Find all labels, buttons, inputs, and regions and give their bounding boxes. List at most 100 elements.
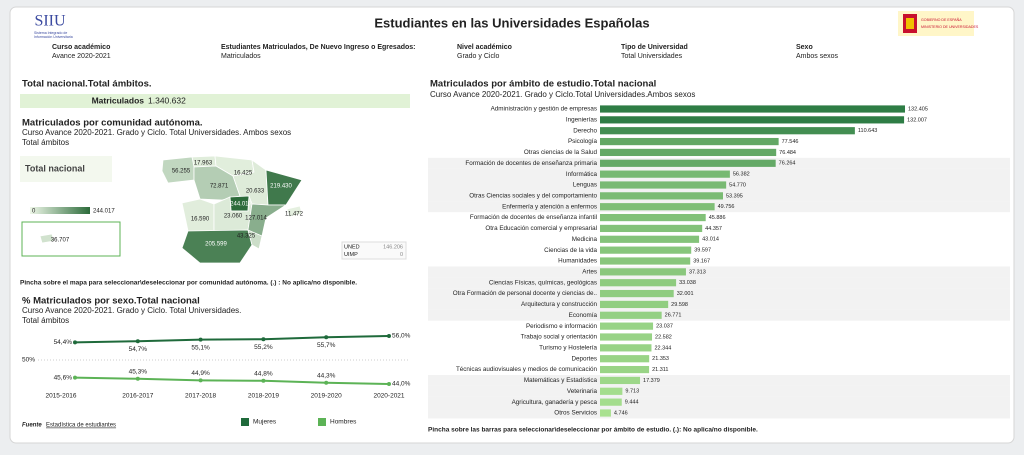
category-label: Turismo y Hostelería (539, 345, 597, 352)
bar[interactable] (600, 398, 622, 406)
bar[interactable] (600, 355, 650, 363)
bar[interactable] (600, 322, 654, 330)
filter-value[interactable]: Avance 2020-2021 (52, 53, 111, 60)
section-subtitle: Curso Avance 2020-2021. Grado y Ciclo. T… (22, 128, 291, 137)
bar[interactable] (600, 376, 641, 385)
value-label: 33.038 (679, 280, 696, 286)
point[interactable] (135, 339, 140, 344)
row-band (428, 385, 1010, 397)
x-tick-label: 2016-2017 (122, 393, 153, 400)
source-link[interactable]: Estadística de estudiantes (46, 423, 116, 429)
region-label: 219.430 (270, 184, 292, 190)
category-label: Economía (569, 312, 598, 319)
ministry-line: MINISTERIO DE UNIVERSIDADES (921, 25, 979, 29)
category-label: Formación de docentes de enseñanza prima… (465, 160, 597, 167)
filter-value[interactable]: Total Universidades (621, 53, 683, 60)
x-tick-label: 2018-2019 (248, 393, 279, 400)
bar[interactable] (600, 387, 623, 395)
category-label: Enfermería y atención a enfermos (502, 203, 597, 210)
category-label: Técnicas audiovisuales y medios de comun… (456, 366, 598, 373)
point[interactable] (198, 337, 203, 342)
value-label: 23.037 (656, 324, 673, 330)
bar[interactable] (600, 127, 855, 135)
bar[interactable] (600, 213, 706, 222)
category-label: Deportes (571, 355, 597, 362)
bar[interactable] (600, 365, 650, 374)
category-label: Ciencias de la vida (544, 247, 597, 254)
value-label: 39.597 (694, 248, 711, 254)
category-label: Artes (582, 269, 597, 276)
point[interactable] (135, 376, 140, 381)
bar[interactable] (600, 257, 691, 265)
value-label: 43.014 (702, 237, 719, 243)
bar[interactable] (600, 246, 692, 254)
section-subtitle: Curso Avance 2020-2021. Grado y Ciclo. T… (22, 306, 241, 315)
bar[interactable] (600, 344, 652, 352)
value-label: 37.313 (689, 269, 706, 275)
bar[interactable] (600, 300, 669, 309)
bar[interactable] (600, 170, 730, 178)
value-label: 76.484 (779, 150, 796, 156)
bar[interactable] (600, 181, 727, 189)
point[interactable] (261, 378, 266, 383)
row-band (428, 266, 1010, 278)
point[interactable] (261, 337, 266, 342)
point[interactable] (387, 382, 391, 386)
section-title: Total nacional.Total ámbitos. (22, 79, 152, 90)
bar[interactable] (600, 116, 905, 124)
value-label: 54,4% (54, 339, 73, 346)
value-label: 49.756 (718, 204, 735, 210)
category-label: Otra Formación de personal docente y cie… (453, 290, 597, 297)
bar[interactable] (600, 268, 686, 276)
bar[interactable] (600, 224, 703, 233)
bar[interactable] (600, 235, 700, 243)
value-label: 32.001 (677, 291, 694, 297)
region[interactable] (181, 198, 215, 233)
region[interactable] (247, 229, 263, 250)
other-value: 146.206 (383, 244, 403, 250)
point[interactable] (324, 335, 329, 340)
point[interactable] (387, 334, 391, 338)
region[interactable] (286, 205, 303, 218)
bar[interactable] (600, 105, 905, 113)
bar[interactable] (600, 203, 715, 211)
filter-value[interactable]: Matriculados (221, 53, 261, 60)
card (9, 6, 1015, 444)
category-label: Otras ciencias de la Salud (524, 149, 598, 156)
category-label: Veterinaria (567, 388, 598, 395)
value-label: 132.007 (907, 117, 927, 123)
legend-gradient (30, 207, 90, 214)
category-label: Otras Ciencias sociales y del comportami… (469, 193, 597, 200)
filter-value[interactable]: Ambos sexos (796, 53, 839, 60)
legend-label: Hombres (330, 419, 357, 426)
bar[interactable] (600, 289, 674, 298)
value-label: 44,9% (191, 370, 210, 377)
filter-label: Curso académico (52, 44, 110, 51)
filter-value[interactable]: Grado y Ciclo (457, 53, 500, 60)
logo-line: Información Universitaria (34, 35, 73, 39)
bar[interactable] (600, 148, 777, 157)
category-label: Otros Servicios (554, 410, 597, 417)
region-label: 205.599 (205, 242, 227, 248)
bar[interactable] (600, 279, 677, 287)
page-title: Estudiantes en las Universidades Español… (374, 15, 649, 30)
bar[interactable] (600, 137, 779, 146)
point[interactable] (324, 380, 329, 385)
value-label: 29.598 (671, 302, 688, 308)
bar[interactable] (600, 333, 653, 341)
bar[interactable] (600, 409, 611, 417)
bar[interactable] (600, 192, 723, 200)
point[interactable] (73, 375, 77, 380)
point[interactable] (198, 378, 203, 383)
point[interactable] (73, 340, 77, 345)
value-label: 44,8% (254, 371, 273, 378)
filter-label: Sexo (796, 44, 813, 51)
category-label: Humanidades (558, 258, 597, 265)
value-label: 39.167 (693, 258, 710, 264)
total-bar (20, 94, 410, 108)
bar[interactable] (600, 311, 662, 319)
bar[interactable] (600, 159, 776, 167)
value-label: 21.353 (652, 356, 669, 362)
region[interactable] (39, 233, 55, 244)
